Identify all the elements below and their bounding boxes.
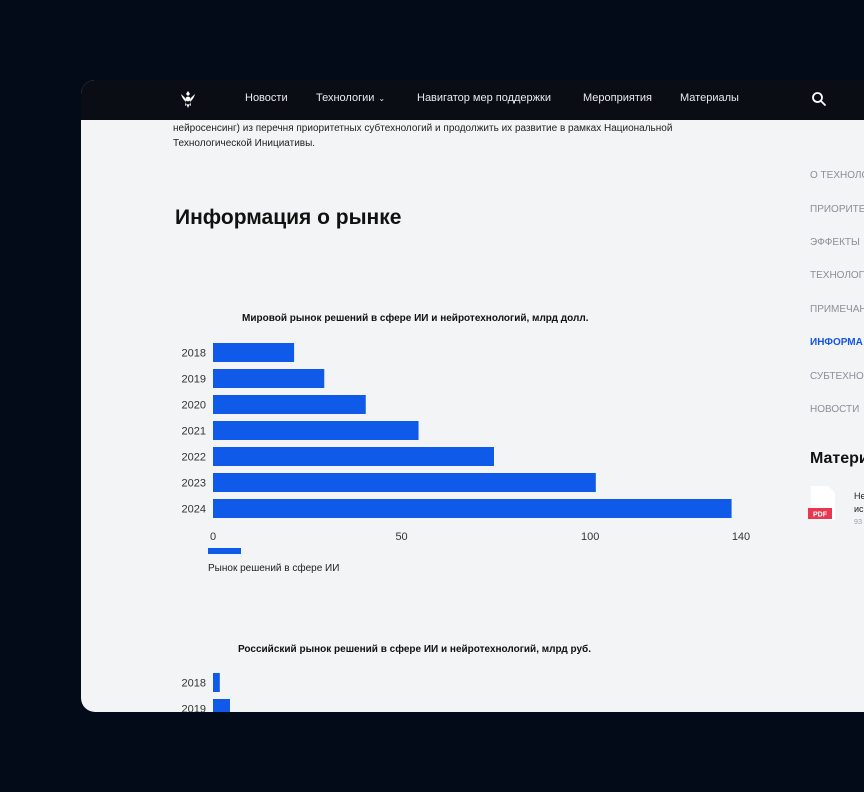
bar (213, 499, 732, 518)
coat-of-arms-logo[interactable] (177, 88, 199, 110)
toc-item-priorities[interactable]: ПРИОРИТЕ (810, 204, 864, 215)
toc-item-notes[interactable]: ПРИМЕЧАН (810, 304, 864, 315)
legend-label: Рынок решений в сфере ИИ (208, 562, 339, 574)
nav-technologies-label: Технологии (316, 92, 375, 104)
bar (213, 699, 230, 712)
y-tick-label: 2018 (182, 678, 206, 690)
material-doc-line-1: Не (854, 491, 864, 501)
intro-line-1: нейросенсинг) из перечня приоритетных су… (173, 123, 673, 134)
toc-item-market-info[interactable]: ИНФОРМА (810, 337, 863, 348)
x-tick-label: 0 (210, 531, 216, 543)
intro-paragraph: нейросенсинг) из перечня приоритетных су… (173, 121, 753, 151)
bar (213, 343, 295, 362)
material-doc-meta: 9З (854, 519, 863, 526)
chevron-down-icon: ⌄ (378, 94, 386, 103)
pdf-badge-label: PDF (813, 512, 828, 519)
bar (213, 369, 325, 388)
x-tick-label: 50 (395, 531, 407, 543)
chart2-title: Российский рынок решений в сфере ИИ и не… (238, 644, 591, 655)
nav-support-navigator[interactable]: Навигатор мер поддержки (417, 92, 551, 104)
toc-item-subtechnologies[interactable]: СУБТЕХНО (810, 371, 864, 382)
toc-item-technologies[interactable]: ТЕХНОЛОГ (810, 270, 864, 281)
x-tick-label: 100 (581, 531, 599, 543)
bar (213, 473, 596, 492)
y-tick-label: 2018 (182, 348, 206, 360)
y-tick-label: 2024 (182, 504, 206, 516)
browser-window: Новости Технологии ⌄ Навигатор мер поддер… (81, 80, 864, 712)
materials-title: Матери (810, 450, 864, 467)
nav-technologies[interactable]: Технологии ⌄ (316, 92, 385, 104)
intro-line-2: Технологической Инициативы. (173, 138, 316, 149)
search-icon[interactable] (811, 91, 827, 107)
y-tick-label: 2022 (182, 452, 206, 464)
bar (213, 421, 419, 440)
section-title: Информация о рынке (175, 206, 402, 229)
nav-materials[interactable]: Материалы (680, 92, 739, 104)
nav-news[interactable]: Новости (245, 92, 288, 104)
toc-item-about[interactable]: О ТЕХНОЛО (810, 170, 864, 181)
y-tick-label: 2021 (182, 426, 206, 438)
russia-market-bar-chart: 2018 2019 (182, 673, 230, 713)
nav-events[interactable]: Мероприятия (583, 92, 652, 104)
toc-item-news[interactable]: НОВОСТИ (810, 404, 860, 415)
y-tick-label: 2019 (182, 704, 206, 713)
material-doc-line-2: ис (854, 504, 864, 514)
world-market-bar-chart: 2018 2019 2020 2021 2022 2023 2024 0 50 100 140 Рын… (182, 343, 750, 574)
y-tick-label: 2023 (182, 478, 206, 490)
y-tick-label: 2020 (182, 400, 206, 412)
x-tick-label: 140 (732, 531, 750, 543)
legend-swatch (208, 548, 241, 554)
top-navigation: Новости Технологии ⌄ Навигатор мер поддер… (81, 80, 864, 120)
chart1-title: Мировой рынок решений в сфере ИИ и нейро… (242, 313, 589, 324)
bar (213, 395, 366, 414)
bar (213, 673, 220, 692)
y-tick-label: 2019 (182, 374, 206, 386)
toc-item-effects[interactable]: ЭФФЕКТЫ (810, 237, 860, 248)
pdf-document-icon[interactable]: PDF (808, 485, 836, 521)
bar (213, 447, 494, 466)
material-doc-title[interactable]: Не ис 9З (854, 490, 864, 529)
